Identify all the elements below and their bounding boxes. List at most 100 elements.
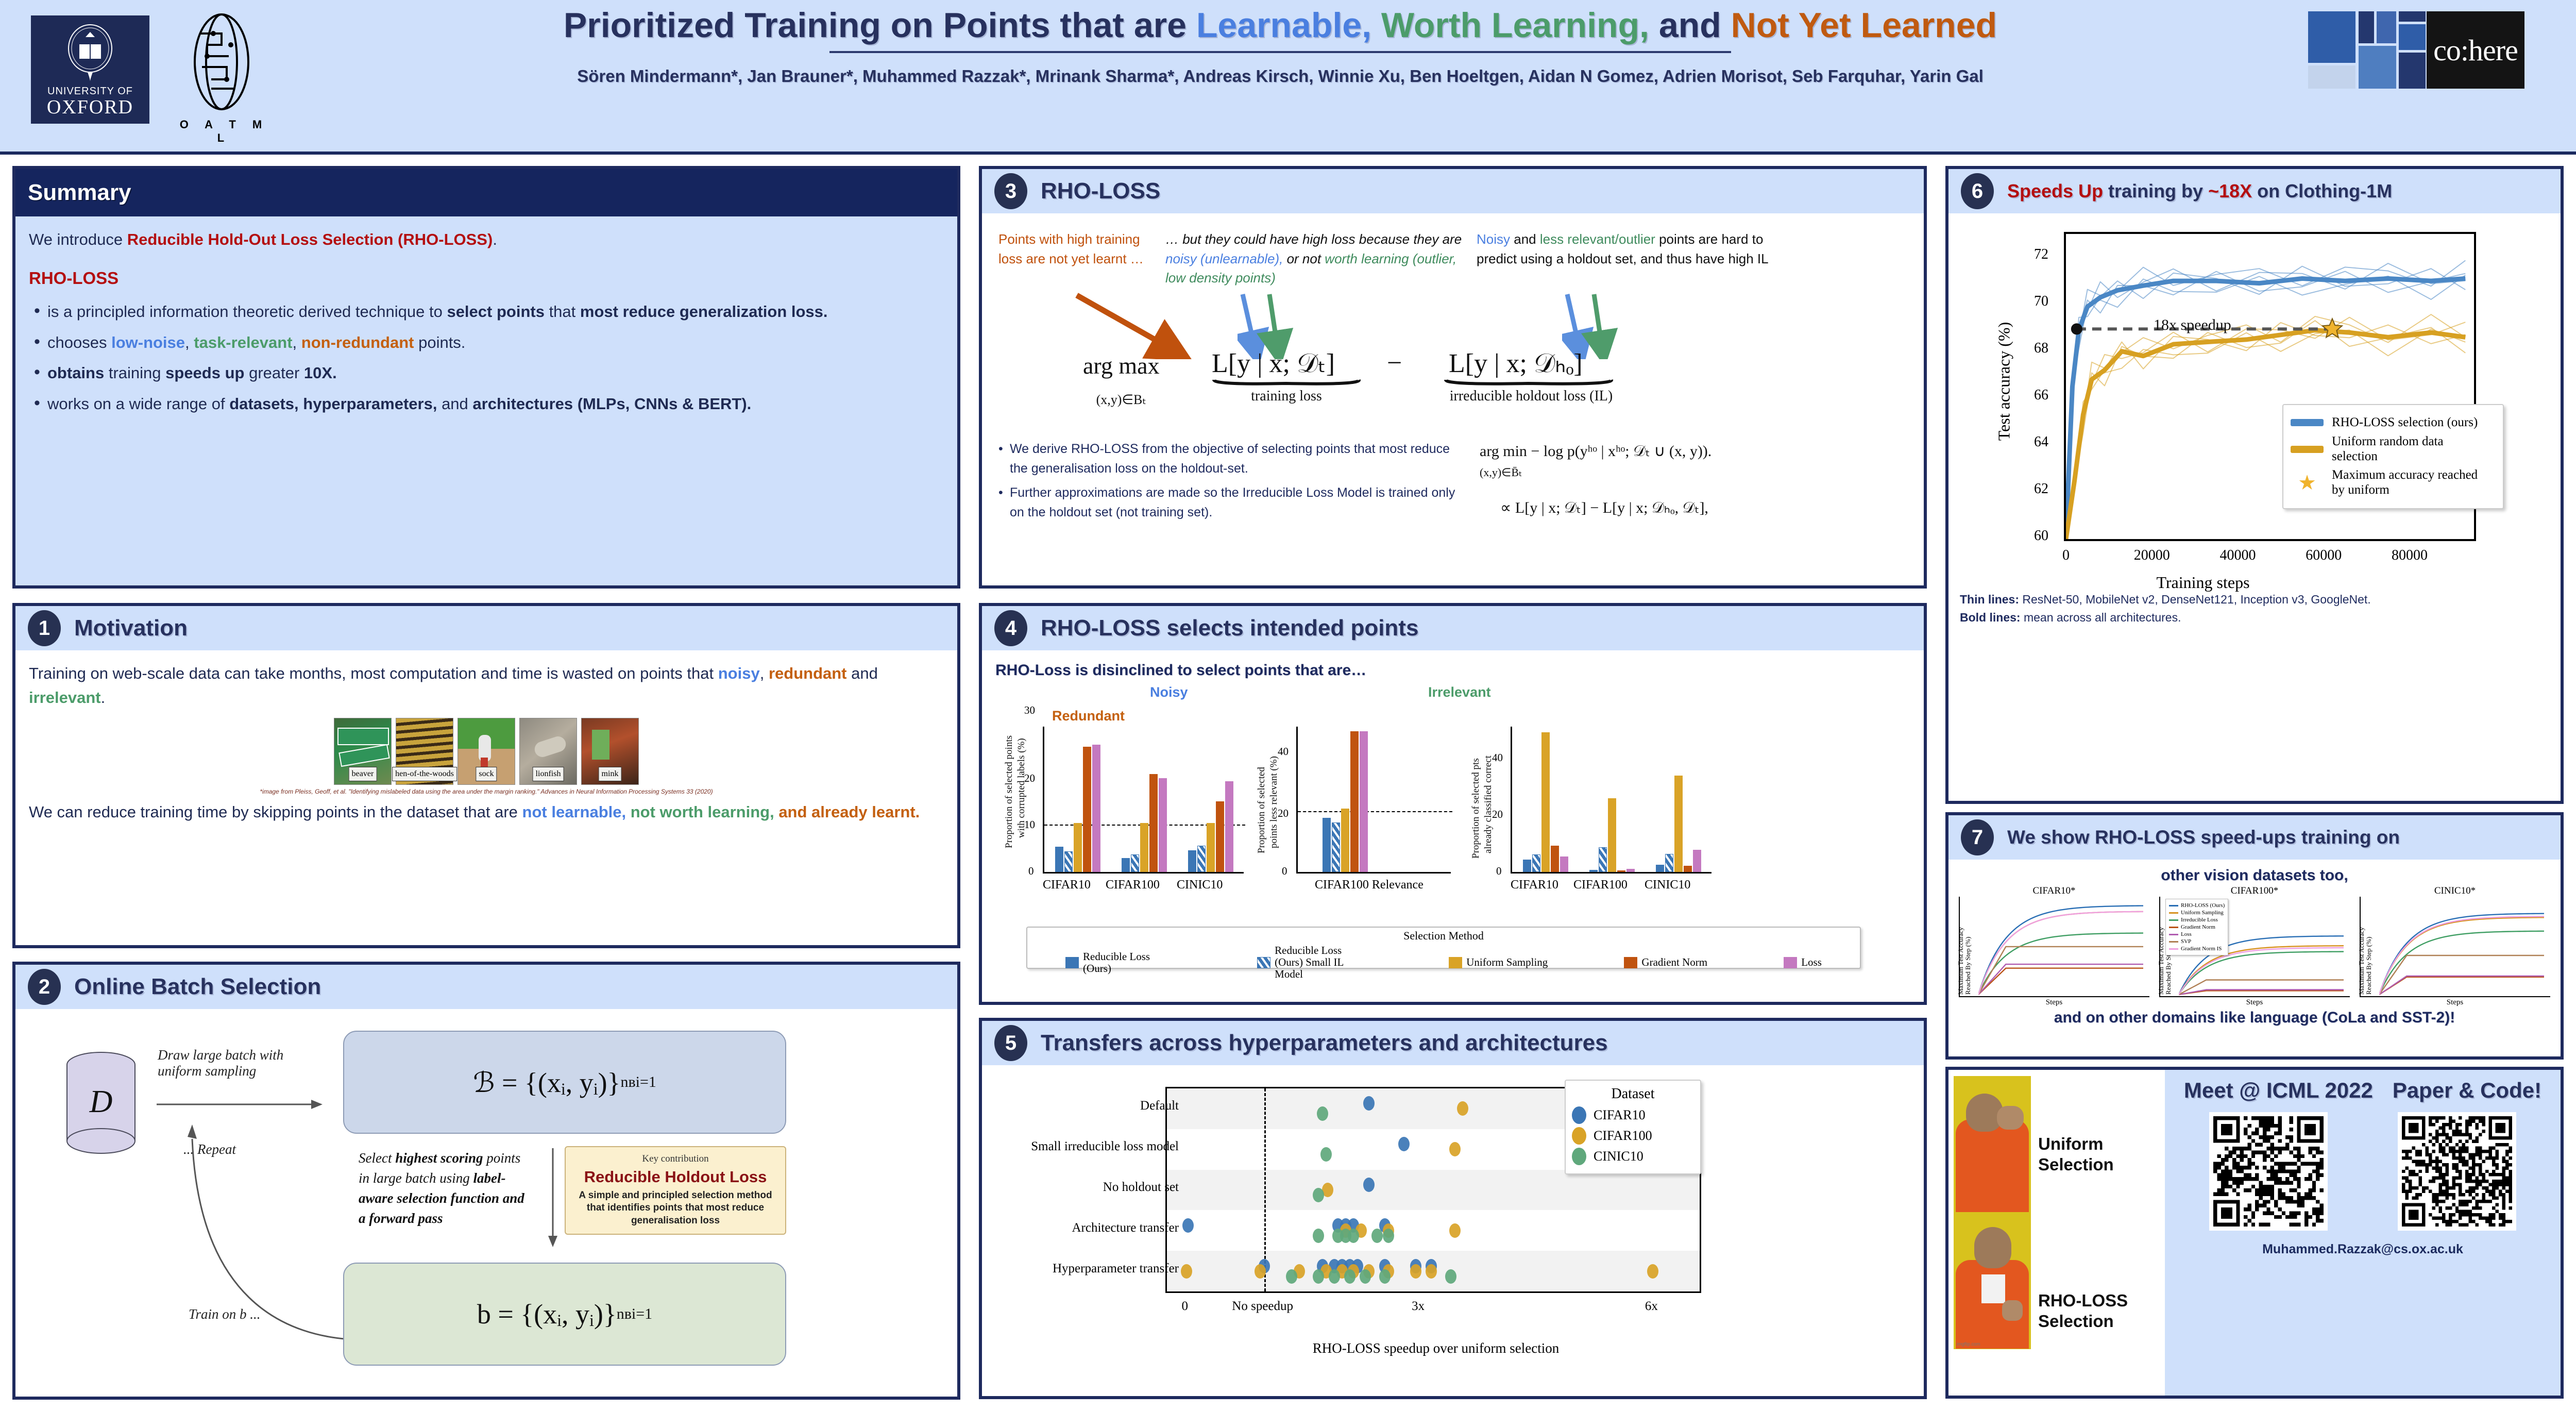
speedup-annotation: 18x speedup [2154,316,2231,333]
contact-email[interactable]: Muhammed.Razzak@cs.ox.ac.uk [2262,1242,2463,1257]
thumb-lionfish: lionfish [519,718,577,785]
line-chart-legend-items: RHO-LOSS selection (ours) Uniform random … [2291,415,2496,498]
small-batch-box: b = {(xᵢ, yᵢ)} nʙ i=1 [343,1263,786,1366]
scatter-point [1255,1264,1266,1279]
speedup-title-tail: on Clothing-1M [2252,180,2393,201]
note-bold-2: Bold lines: [1960,610,2021,624]
bar [1322,818,1331,872]
bar [1331,822,1340,872]
oxford-university-label: UNIVERSITY OF [47,86,133,97]
legend-line-swatch [2291,445,2324,453]
summary-intro: We introduce Reducible Hold-Out Loss Sel… [29,228,944,252]
title-part-worth-learning: Worth Learning, [1371,6,1649,45]
qr-row [2174,1112,2551,1231]
legend-swatch [1784,956,1798,968]
bar [1092,744,1100,872]
speedup-start-dot [2071,323,2082,335]
line-chart-legend: RHO-LOSS selection (ours) Uniform random … [2282,404,2504,509]
annotation-high-loss-reasons: … but they could have high loss because … [1165,230,1464,288]
thumb-sock: sock [457,718,515,785]
section-badge-1: 1 [28,610,61,646]
scatter-point [1348,1228,1360,1243]
blue-green-arrows-icon-2 [1562,294,1618,360]
legend-label: Loss [2181,931,2192,937]
thumb-caption: lionfish [532,767,564,781]
scatter-point [1445,1269,1456,1284]
scatter-point [1449,1142,1461,1157]
rho-title: RHO-LOSS [1041,178,1161,204]
mini-line-series [2379,930,2545,995]
mini-xlabel: Steps [2246,998,2263,1006]
legend-star-icon: ★ [2298,471,2316,494]
select-text-1: Select [359,1150,396,1166]
bar [1522,860,1531,872]
select-text-2: points in large batch using [359,1150,521,1186]
mini-line-series [2179,951,2344,995]
bar [1130,854,1139,872]
speedup-title-red: Speeds Up [2007,180,2104,201]
rho-loss-card: 3 RHO-LOSS Points with high training los… [979,166,1927,589]
legend-label: RHO-LOSS (Ours) [2181,902,2225,909]
dataset-legend-title: Dataset [1611,1086,1655,1102]
meme-labels: Uniform Selection RHO-LOSS Selection [2031,1076,2160,1389]
cohere-wordmark: co:here [2433,33,2518,67]
obs-body: D Draw large batch with uniform sampling… [15,1009,957,1403]
title-block: Prioritized Training on Points that are … [289,7,2272,86]
bar [1140,823,1148,872]
qr-code-paper[interactable] [2398,1112,2516,1231]
legend-item: Gradient Norm [2169,924,2225,930]
y-tick-label: 64 [2034,433,2048,450]
legend-item: RHO-LOSS selection (ours) [2291,415,2496,430]
scatter-row-label: Default [1140,1099,1179,1113]
selection-method-legend: Selection Method Reducible Loss (Ours) Re… [1026,927,1861,980]
panel-a-tick-0: 0 [1028,865,1034,877]
legend-label: Reducible Loss (Ours) [1083,950,1150,975]
bar [1607,798,1616,872]
scatter-point [1328,1269,1340,1284]
bar [1215,801,1224,872]
note-bold-1: Thin lines: [1960,593,2019,606]
legend-label: Uniform Sampling [2181,910,2224,916]
category-label-redundant: Redundant [1052,708,1125,724]
obs-diagram: D Draw large batch with uniform sampling… [29,1020,944,1391]
oatml-label: O A T M L [179,118,269,144]
legend-label: Gradient Norm IS [2181,946,2222,952]
select-bold-1: highest scoring [395,1150,483,1166]
ann-right-less: less relevant/outlier [1539,231,1655,247]
bar [1550,846,1559,872]
thumb-caption: sock [476,767,497,781]
speedup-body: 18x speedup RHO-LOSS selection (ours) Uni… [1948,213,2561,631]
motivation-body: Training on web-scale data can take mont… [15,650,957,836]
large-batch-sub: i=1 [635,1073,656,1090]
ann-mid-worth: worth learning (outlier, low density poi… [1165,250,1457,286]
scatter-point [1449,1223,1461,1238]
panel-b-ylabel: Proportion of selected [1256,767,1267,853]
panel-a-tick-10: 10 [1024,818,1035,831]
small-batch-sup: nʙ [616,1305,632,1322]
rho-formula-row: arg max (x,y)∈Bₜ L[y | x; 𝒟ₜ] training l… [995,292,1910,407]
panel-c-xtick-cifar10: CIFAR10 [1511,878,1558,892]
mini-line-series [1978,911,2144,995]
mini-line-series [1978,967,2143,995]
scatter-point [1320,1147,1332,1162]
blue-green-arrows-icon [1238,294,1294,360]
bar [1341,809,1349,872]
datasets-title: We show RHO-LOSS speed-ups training on [2007,827,2400,848]
transfer-header: 5 Transfers across hyperparameters and a… [982,1021,1924,1065]
ann-right-rest: points are hard to predict using a holdo… [1477,231,1769,266]
qr-code-icml[interactable] [2209,1112,2328,1231]
scatter-point [1182,1218,1194,1233]
scatter-point [1313,1228,1325,1243]
section-badge-6: 6 [1961,173,1994,209]
motivation-paragraph-1: Training on web-scale data can take mont… [29,662,944,710]
training-loss-label: training loss [1251,388,1322,405]
mini-line-series [2379,976,2544,996]
key-contribution-scroll: Key contribution Reducible Holdout Loss … [565,1146,786,1235]
bar [1225,781,1233,872]
oatml-logo: O A T M L [170,10,278,144]
poster-title: Prioritized Training on Points that are … [289,7,2272,44]
meme-images: imgflip.com [1954,1076,2031,1389]
scatter-point [1379,1269,1391,1284]
meme-label-rholoss: RHO-LOSS Selection [2038,1291,2128,1331]
